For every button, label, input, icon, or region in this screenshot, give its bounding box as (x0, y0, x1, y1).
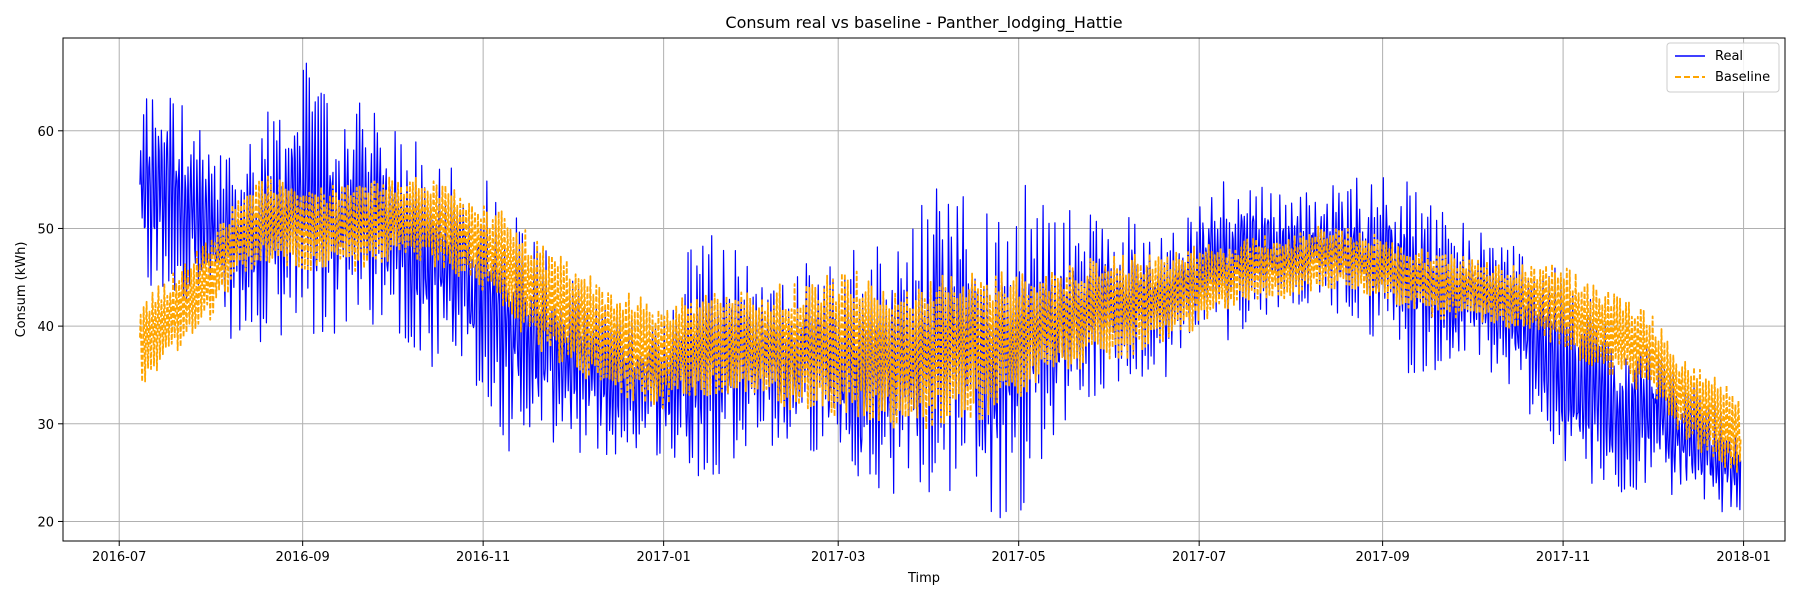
x-tick-label: 2017-05 (992, 550, 1046, 565)
plot-frame (62, 37, 1786, 542)
x-axis-ticks: 2016-07 2016-09 2016-11 2017-01 2017-03 2017-… (92, 541, 1771, 565)
legend: Real Baseline (1666, 42, 1780, 93)
grid-lines (63, 38, 1785, 541)
y-tick-label: 40 (37, 320, 54, 335)
series-layer (139, 62, 1742, 519)
x-tick-label: 2017-07 (1172, 550, 1226, 565)
y-tick-label: 50 (37, 222, 54, 237)
legend-label-real: Real (1715, 49, 1743, 64)
x-tick-label: 2017-11 (1536, 550, 1590, 565)
x-tick-label: 2016-11 (456, 550, 510, 565)
x-tick-label: 2017-03 (811, 550, 865, 565)
x-tick-label: 2016-09 (275, 550, 329, 565)
y-axis-ticks: 20 30 40 50 60 (37, 125, 63, 530)
x-tick-label: 2016-07 (92, 550, 146, 565)
x-tick-label: 2017-09 (1355, 550, 1409, 565)
y-tick-label: 30 (37, 418, 54, 433)
x-axis-label: Timp (907, 571, 940, 586)
series-line-baseline (139, 175, 1742, 474)
y-tick-label: 20 (37, 515, 54, 530)
chart-title: Consum real vs baseline - Panther_lodgin… (725, 13, 1122, 33)
y-axis-label: Consum (kWh) (14, 242, 29, 338)
legend-label-baseline: Baseline (1715, 70, 1770, 85)
y-tick-label: 60 (37, 125, 54, 140)
x-tick-label: 2018-01 (1716, 550, 1770, 565)
x-tick-label: 2017-01 (636, 550, 690, 565)
